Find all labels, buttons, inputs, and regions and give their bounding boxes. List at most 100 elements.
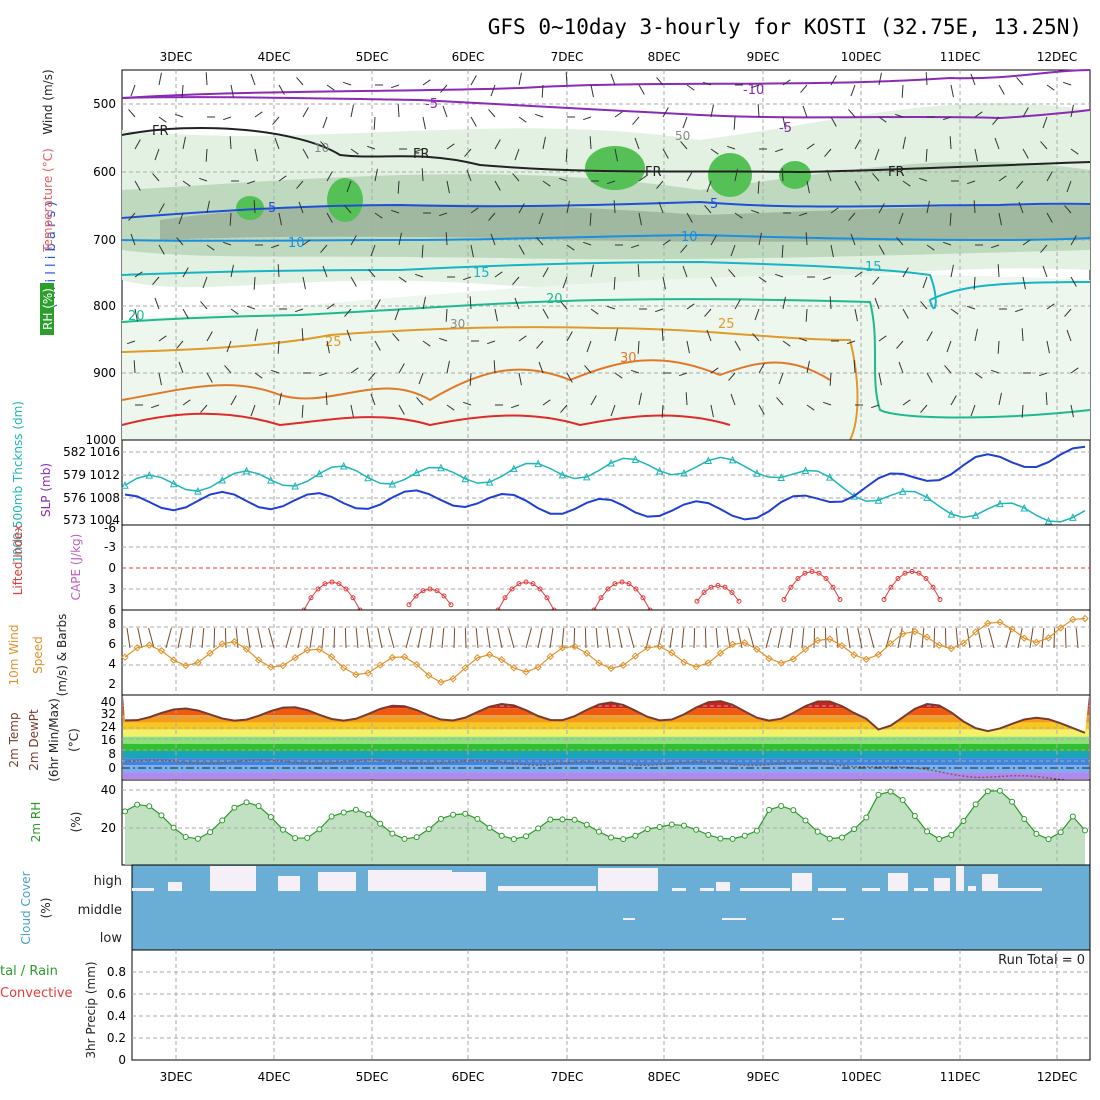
rh-point [680,822,687,829]
rh-point [450,811,457,818]
wind-barb [631,244,640,249]
li-point [605,586,611,592]
wind-barb [854,271,863,278]
wind-barb [662,107,669,118]
wind-barb [1063,81,1072,86]
wind-barb [355,627,359,649]
wind-barb [518,72,522,86]
wind-barb [730,244,736,257]
wind-barb [346,329,352,342]
wind-barb [806,404,815,411]
wind-barb [512,173,520,182]
rh-blob [236,196,264,220]
wind-barb [800,84,808,93]
wind-barb [898,212,904,225]
plus15-label: 15 [473,266,490,281]
wind-barb [319,372,328,377]
wind-barb [926,372,933,383]
wind-speed-point [1056,624,1065,632]
x-tick-label: 12DEC [1037,50,1077,64]
wind-barb [921,627,925,649]
wind-speed-point [388,653,397,662]
plus5-label: 5 [710,197,718,212]
wind-speed-point [801,645,810,653]
wind-barb [857,627,863,649]
wind-barb [377,627,383,649]
thickness-series [124,456,1086,523]
wind-barb [152,276,160,285]
wind-speed-point [303,646,311,654]
wind-barb [878,335,887,342]
wind-barb [366,627,371,649]
thickness-point [267,475,275,484]
wind-barb [397,104,400,118]
rh-legend-swatch [40,283,54,335]
wind-barb [806,143,815,150]
wind-barb [710,235,717,246]
li-point [937,597,943,602]
wind-barb [680,244,688,253]
thickness-point [777,473,786,482]
wind-barb [710,404,714,418]
wind-speed-point [412,660,421,669]
wind-barb [302,148,309,159]
rh-point [219,817,226,824]
wind-barb [398,276,407,283]
wind-barb [268,627,275,649]
wind-barb [254,328,258,342]
wind-barb [710,148,719,155]
wind-barb [388,627,395,649]
wind-barb [614,372,623,379]
wind-barb [494,271,503,278]
wind-barb [344,308,352,317]
wind-barb [902,267,909,278]
plus5-label: 5 [268,201,276,216]
thickness-point [169,479,178,488]
y-tick-label: 700 [93,233,116,247]
precip-grid [132,950,1090,1060]
li-point [902,570,908,576]
wind-barb [326,303,335,310]
x-tick-label: 11DEC [940,50,980,64]
wind-barb [967,180,976,185]
wind-barb [998,392,1002,406]
wind-barb [398,232,402,246]
plus30-label: 30 [620,351,637,366]
wind-barb [595,627,599,649]
lifted-index-series [301,569,943,613]
li-point [694,598,700,604]
li-point [530,581,536,587]
wind-barb [1022,239,1031,246]
wind-barb [566,372,573,383]
wind-barb [734,212,743,219]
wind-barb [466,169,472,182]
rh-point [365,811,372,818]
wind-barb [302,276,306,290]
wind-barb [991,244,1000,249]
y-tick-label: 1008 [89,491,120,505]
rh-point [1021,816,1028,823]
wind10m-barbs [126,627,1079,649]
li-point [598,595,604,601]
y-tick-label: 0.6 [107,987,126,1001]
rh-point [292,835,299,842]
slp-series [124,445,1086,521]
x-tick-label: 3DEC [160,1070,193,1084]
wind-barb [679,372,688,377]
rh-point [595,828,602,835]
wind-barb [326,340,330,354]
wind-barb [638,392,642,406]
wind-speed-point [534,663,542,671]
dewpt-ylabel: 2m DewPt [27,709,41,771]
rh-point [498,832,505,839]
wind-barb [127,340,136,345]
wind-ylabel: Wind (m/s) [41,69,55,134]
wind-speed-point [437,678,445,686]
rh-point [644,826,651,833]
wind-barb [728,372,736,381]
wind-barb [758,363,765,374]
rh-point [632,832,639,839]
y-tick-label: 32 [101,707,116,721]
y-tick-label: 582 [63,445,86,459]
cape-ylabel: CAPE (J/kg) [69,534,83,601]
